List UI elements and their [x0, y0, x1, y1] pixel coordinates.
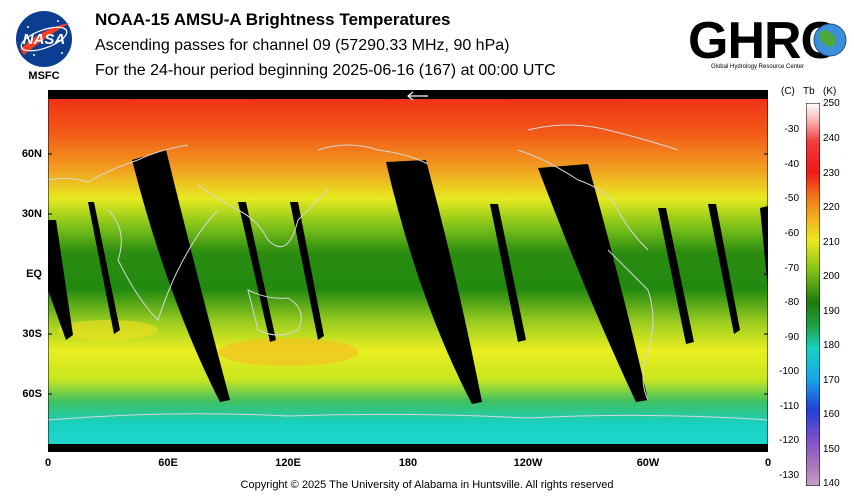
colorbar-tick-c-6: -80 [784, 297, 799, 308]
colorbar-tick-c-2: -40 [784, 159, 799, 170]
colorbar-tick-c-10: -120 [778, 435, 799, 446]
ghrc-subtitle: Global Hydrology Resource Center [710, 64, 805, 70]
colorbar-tick-k-160: 160 [823, 409, 840, 420]
colorbar-tick-c-7: -90 [784, 332, 799, 343]
colorbar-tick-k-210: 210 [823, 237, 840, 248]
colorbar-tick-k-170: 170 [823, 375, 840, 386]
colorbar-tick-k-230: 230 [823, 168, 840, 179]
lon-label-120w: 120W [513, 457, 543, 469]
colorbar-tick-k-140: 140 [823, 478, 840, 489]
colorbar-tick-c-8: -100 [778, 366, 799, 377]
lat-label-60s: 60S [22, 388, 42, 400]
colorbar-tick-c-1: -30 [784, 124, 799, 135]
colorbar-tick-c-11: -130 [778, 470, 799, 481]
lon-label-60e: 60E [158, 457, 178, 469]
lon-label-180: 180 [398, 457, 418, 469]
colorbar-tick-k-200: 200 [823, 271, 840, 282]
subtitle-channel: Ascending passes for channel 09 (57290.3… [95, 37, 510, 54]
colorbar-tick-k-220: 220 [823, 202, 840, 213]
lon-label-0-right: 0 [764, 457, 772, 469]
colorbar-tick-k-250: 250 [823, 98, 840, 109]
page-title: NOAA-15 AMSU-A Brightness Temperatures [95, 10, 451, 29]
colorbar-tick-c-4: -60 [784, 228, 799, 239]
copyright-notice: Copyright © 2025 The University of Alaba… [240, 479, 614, 491]
colorbar-tick-c-5: -70 [784, 263, 799, 274]
lat-label-eq: EQ [26, 268, 42, 280]
lat-label-30s: 30S [22, 328, 42, 340]
colorbar-tick-c-9: -110 [779, 401, 799, 412]
missing-swaths [48, 150, 768, 404]
ghrc-wordmark: GHRC [688, 12, 838, 70]
colorbar-header-kelvin: (K) [823, 86, 837, 97]
colorbar-tick-k-180: 180 [823, 340, 840, 351]
lon-label-120e: 120E [275, 457, 301, 469]
ghrc-logo: GHRC [688, 12, 847, 70]
nasa-logo: NASA [16, 11, 72, 67]
nasa-center-label: MSFC [28, 70, 60, 82]
colorbar-tick-k-240: 240 [823, 133, 840, 144]
colorbar-tick-k-190: 190 [823, 306, 840, 317]
lat-label-60n: 60N [21, 148, 42, 160]
coastlines [48, 124, 768, 421]
lon-label-60w: 60W [636, 457, 660, 469]
subtitle-period: For the 24-hour period beginning 2025-06… [95, 62, 556, 79]
colorbar-tick-k-150: 150 [823, 444, 840, 455]
brightness-temperature-map [48, 90, 768, 452]
colorbar [806, 103, 820, 486]
colorbar-tick-c-3: -50 [784, 193, 799, 204]
lon-label-0-left: 0 [44, 457, 52, 469]
colorbar-header-celsius: (C) [781, 86, 795, 97]
lat-label-30n: 30N [21, 208, 42, 220]
colorbar-header-tb: Tb [803, 86, 815, 97]
nasa-wordmark: NASA [23, 31, 66, 48]
arrow-left-icon [407, 91, 428, 101]
